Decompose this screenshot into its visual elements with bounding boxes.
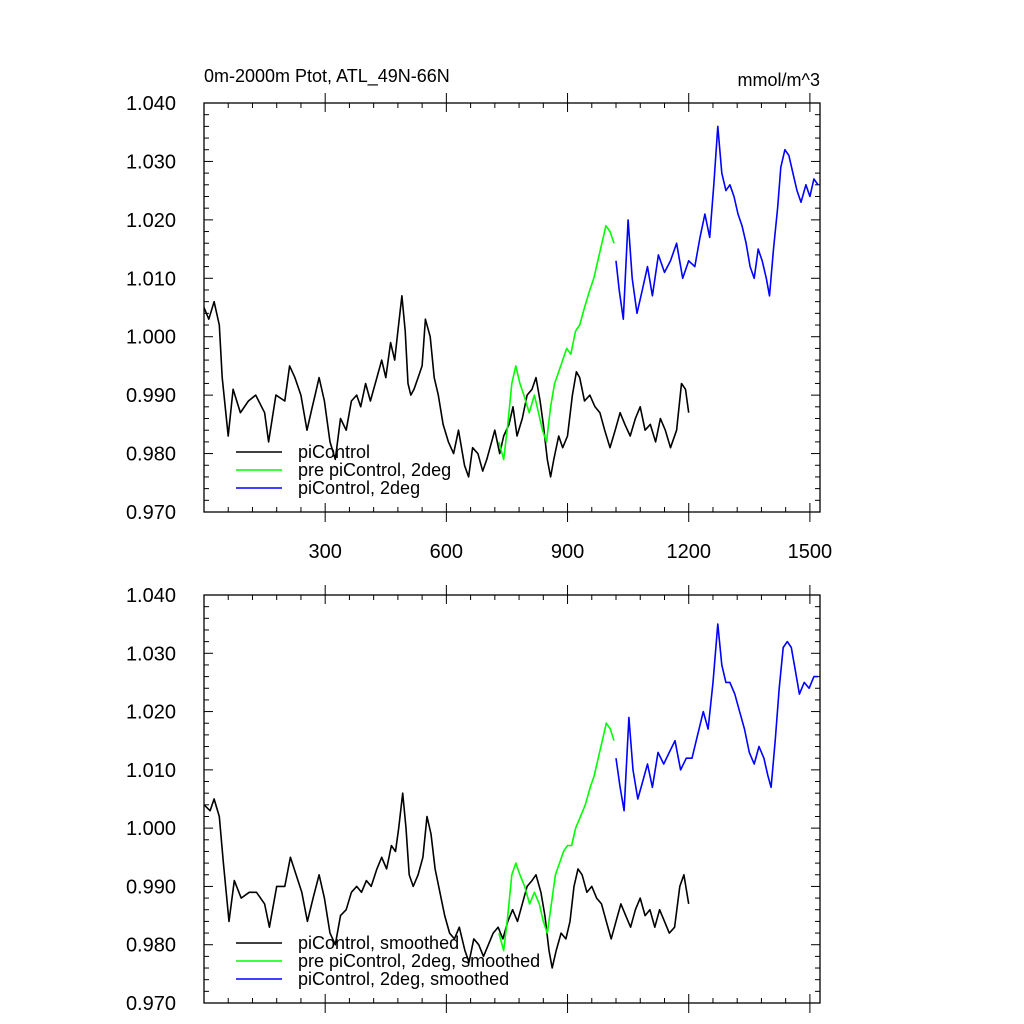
legend-label: pre piControl, 2deg (298, 460, 451, 480)
series-line-1 (498, 722, 615, 952)
series-line-2 (615, 623, 818, 812)
series-line-0 (203, 792, 690, 969)
y-tick-label: 0.980 (126, 935, 176, 957)
legend-label: piControl (298, 442, 370, 462)
y-tick-label: 1.030 (126, 151, 176, 173)
plot-frame (203, 102, 821, 513)
y-tick-label: 1.030 (126, 643, 176, 665)
series-line-2 (615, 125, 819, 320)
y-tick-label: 1.000 (126, 327, 176, 349)
y-tick-label: 1.040 (126, 585, 176, 607)
legend-label: piControl, smoothed (298, 933, 459, 953)
y-tick-label: 0.980 (126, 444, 176, 466)
units-label: mmol/m^3 (738, 70, 820, 90)
y-tick-label: 0.990 (126, 385, 176, 407)
y-tick-label: 1.000 (126, 818, 176, 840)
chart-title: 0m-2000m Ptot, ATL_49N-66N (204, 66, 450, 87)
y-tick-label: 0.990 (126, 876, 176, 898)
x-tick-label: 900 (551, 541, 584, 563)
series-line-0 (203, 295, 690, 478)
x-tick-label: 1500 (788, 541, 833, 563)
legend-label: pre piControl, 2deg, smoothed (298, 951, 540, 971)
y-tick-label: 1.010 (126, 268, 176, 290)
y-tick-label: 1.020 (126, 210, 176, 232)
y-tick-label: 0.970 (126, 993, 176, 1015)
plot-frame (203, 594, 821, 1004)
x-tick-label: 600 (430, 541, 463, 563)
legend-label: piControl, 2deg, smoothed (298, 969, 509, 989)
series-line-1 (498, 224, 615, 461)
x-tick-label: 300 (308, 541, 341, 563)
y-tick-label: 1.020 (126, 702, 176, 724)
legend-label: piControl, 2deg (298, 478, 420, 498)
y-tick-label: 0.970 (126, 502, 176, 524)
y-tick-label: 1.040 (126, 93, 176, 115)
x-tick-label: 1200 (666, 541, 711, 563)
bottom-plot-panel: 1.040 1.030 1.020 1.010 1.000 0.990 0.980 0.970… (126, 585, 821, 1015)
y-tick-label: 1.010 (126, 760, 176, 782)
top-plot-panel: 1.040 1.030 1.020 1.010 1.000 0.990 0.980 0.970… (126, 93, 832, 563)
